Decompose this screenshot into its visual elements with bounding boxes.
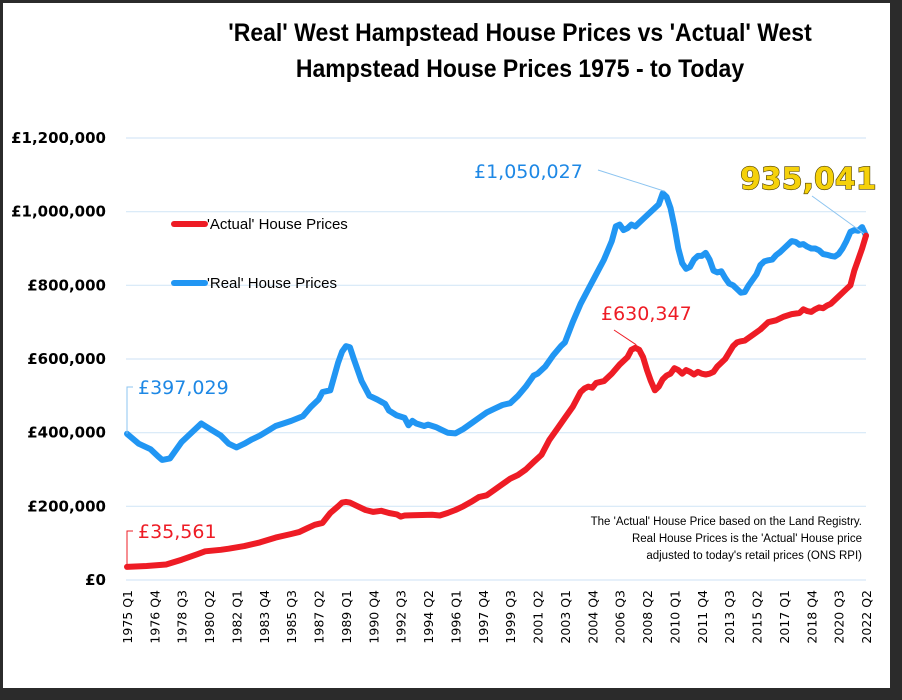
annotation-actual-start: £35,561 [138,521,217,543]
annotation-real-peak: £1,050,027 [474,161,583,183]
chart-title: 'Real' West Hampstead House Prices vs 'A… [180,15,861,87]
x-tick-label: 2001 Q2 [531,590,546,644]
x-tick-label: 1990 Q4 [366,590,381,644]
x-tick-label: 1996 Q1 [448,590,463,644]
series-line-real [124,190,869,463]
source-note: The 'Actual' House Price based on the La… [591,516,863,562]
x-tick-label: 1999 Q3 [503,590,518,644]
x-tick-label: 2020 Q3 [832,590,847,644]
x-tick-label: 2017 Q1 [777,590,792,644]
annotation-actual-peak: £630,347 [601,303,692,325]
x-tick-label: 2022 Q2 [859,590,874,644]
y-tick-label: £200,000 [27,497,106,515]
x-tick-label: 1978 Q3 [175,590,190,644]
leader-line-actual-start [126,530,133,567]
leader-line-latest [811,195,865,234]
x-tick-label: 2015 Q2 [750,590,765,644]
x-axis-tick-labels: 1975 Q1 1976 Q4 1978 Q3 1980 Q2 1982 Q1 1983 … [120,590,874,644]
series-line-actual [124,232,869,570]
gridlines [126,137,866,581]
source-note-line-3: adjusted to today's retail prices (ONS R… [646,550,862,562]
x-tick-label: 2006 Q3 [613,590,628,644]
x-tick-label: 2018 Q4 [804,590,819,644]
y-tick-label: £0 [85,571,106,589]
x-tick-label: 1997 Q4 [476,590,491,644]
x-tick-label: 1994 Q2 [421,590,436,644]
chart-frame [3,3,890,688]
x-tick-label: 2008 Q2 [640,590,655,644]
x-tick-label: 1989 Q1 [339,590,354,644]
y-axis-tick-labels: £0 £200,000 £400,000 £600,000 £800,000 £1,000… [11,129,106,589]
chart-title-line-2: Hampstead House Prices 1975 - to Today [295,55,745,83]
y-tick-label: £1,000,000 [11,203,106,221]
x-tick-label: 1987 Q2 [312,590,327,644]
leader-line-real-start [126,386,133,434]
x-tick-label: 1983 Q4 [257,590,272,644]
annotation-real-start: £397,029 [138,377,229,399]
chart-title-line-1: 'Real' West Hampstead House Prices vs 'A… [228,19,812,47]
y-tick-label: £1,200,000 [11,129,106,147]
x-tick-label: 1975 Q1 [120,590,135,644]
annotation-latest-value: 935,041 [740,162,877,197]
x-tick-label: 2013 Q3 [722,590,737,644]
x-tick-label: 2003 Q1 [558,590,573,644]
x-tick-label: 1980 Q2 [202,590,217,644]
y-tick-label: £600,000 [27,350,106,368]
x-tick-label: 1982 Q1 [229,590,244,644]
legend-label-actual: 'Actual' House Prices [207,216,348,233]
source-note-line-2: Real House Prices is the 'Actual' House … [632,533,862,545]
legend-label-real: 'Real' House Prices [207,275,337,292]
x-tick-label: 1976 Q4 [147,590,162,644]
x-tick-label: 1985 Q3 [284,590,299,644]
y-tick-label: £400,000 [27,424,106,442]
x-tick-label: 2011 Q4 [695,590,710,644]
x-tick-label: 1992 Q3 [394,590,409,644]
y-tick-label: £800,000 [27,276,106,294]
leader-line-real-peak [597,169,665,192]
source-note-line-1: The 'Actual' House Price based on the La… [591,516,862,528]
x-tick-label: 2004 Q4 [585,590,600,644]
legend: 'Actual' House Prices 'Real' House Price… [171,216,348,292]
leader-line-actual-peak [613,329,637,346]
x-tick-label: 2010 Q1 [667,590,682,644]
